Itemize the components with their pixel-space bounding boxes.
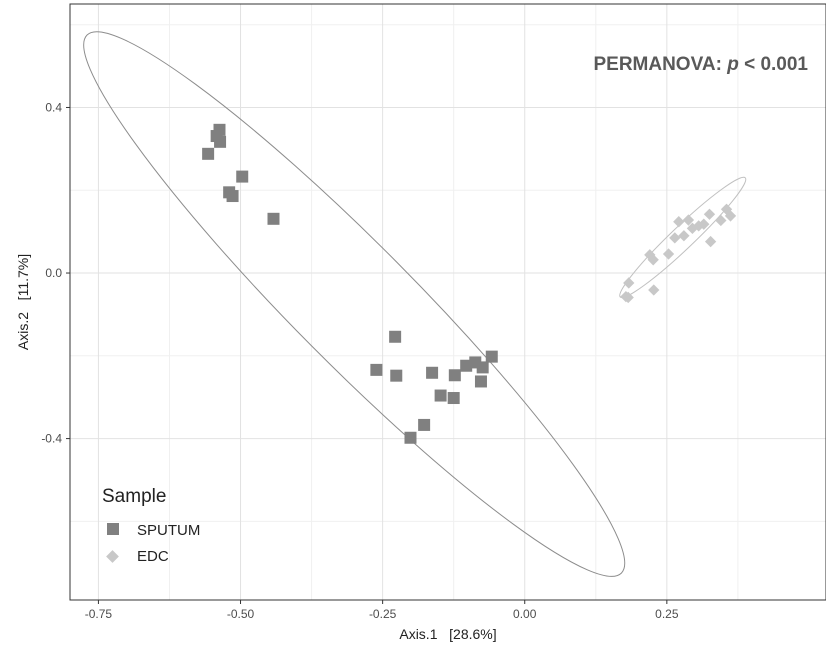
point-sputum	[434, 389, 447, 402]
point-sputum	[214, 135, 227, 148]
point-sputum	[226, 190, 239, 203]
data-points	[202, 123, 737, 444]
annotation-p-symbol: p	[726, 54, 739, 75]
point-edc	[724, 210, 737, 222]
point-sputum	[267, 212, 280, 225]
point-sputum	[370, 363, 383, 376]
point-sputum	[485, 350, 498, 363]
point-edc	[703, 208, 716, 220]
point-edc	[648, 284, 660, 296]
x-axis-ticks: -0.75 -0.50 -0.25 0.00 0.25	[85, 600, 679, 621]
point-edc	[669, 232, 681, 244]
legend-sputum-marker	[107, 523, 119, 535]
point-sputum	[476, 361, 489, 374]
point-sputum	[448, 369, 461, 382]
point-edc	[715, 214, 727, 227]
x-tick-label: -0.50	[227, 607, 255, 621]
permanova-annotation: PERMANOVA: p < 0.001	[593, 54, 808, 75]
annotation-suffix: < 0.001	[739, 54, 809, 75]
point-sputum	[474, 375, 487, 388]
point-edc	[673, 216, 685, 228]
panel-border	[69, 3, 826, 601]
x-tick-label: -0.75	[85, 607, 113, 621]
minor-gridlines	[70, 4, 826, 600]
ellipse-edc	[619, 176, 747, 299]
x-tick-label: -0.25	[369, 607, 397, 621]
point-edc	[622, 291, 634, 304]
point-sputum	[404, 431, 417, 444]
major-gridlines	[70, 4, 826, 600]
ellipse-sputum	[83, 31, 626, 577]
y-axis-title: Axis.2 [11.7%]	[15, 254, 31, 350]
point-sputum	[236, 170, 249, 183]
x-tick-label: 0.25	[655, 607, 679, 621]
point-edc	[682, 214, 695, 226]
annotation-prefix: PERMANOVA:	[593, 54, 727, 75]
point-sputum	[418, 418, 431, 431]
point-sputum	[202, 147, 215, 160]
legend-title: Sample	[102, 486, 166, 507]
point-sputum	[460, 359, 473, 372]
point-sputum	[389, 330, 402, 343]
panel-background	[70, 4, 826, 600]
y-axis-ticks: -0.4 0.0 0.4	[41, 100, 70, 446]
point-edc	[662, 248, 675, 260]
y-tick-label: -0.4	[41, 432, 62, 446]
point-edc	[623, 277, 635, 289]
point-sputum	[447, 392, 460, 405]
x-axis-title: Axis.1 [28.6%]	[399, 626, 496, 642]
x-tick-label: 0.00	[513, 607, 537, 621]
confidence-ellipses	[83, 31, 747, 577]
y-tick-label: 0.0	[45, 266, 62, 280]
point-edc	[644, 249, 656, 261]
point-sputum	[390, 369, 403, 382]
point-edc	[678, 230, 690, 242]
legend-sputum-label: SPUTUM	[137, 522, 200, 539]
legend: Sample SPUTUM EDC	[102, 486, 200, 565]
legend-edc-label: EDC	[137, 548, 169, 565]
point-sputum	[426, 366, 439, 379]
point-edc	[704, 235, 717, 248]
y-tick-label: 0.4	[45, 100, 62, 114]
point-edc	[686, 222, 699, 234]
